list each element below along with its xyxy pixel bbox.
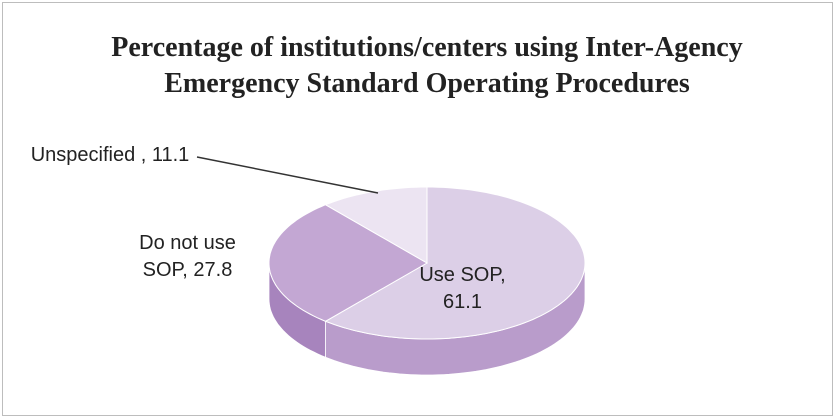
- data-label: Use SOP, 61.1: [419, 264, 506, 313]
- chart-title: Percentage of institutions/centers using…: [111, 32, 743, 99]
- data-label: Unspecified , 11.1: [30, 144, 190, 166]
- chart-border: [2, 2, 833, 416]
- pie-slice: [268, 204, 429, 322]
- pie: [268, 186, 586, 376]
- data-label: Do not use SOP, 27.8: [139, 232, 236, 281]
- leader-line: [196, 156, 379, 194]
- pie-slice: [324, 186, 586, 340]
